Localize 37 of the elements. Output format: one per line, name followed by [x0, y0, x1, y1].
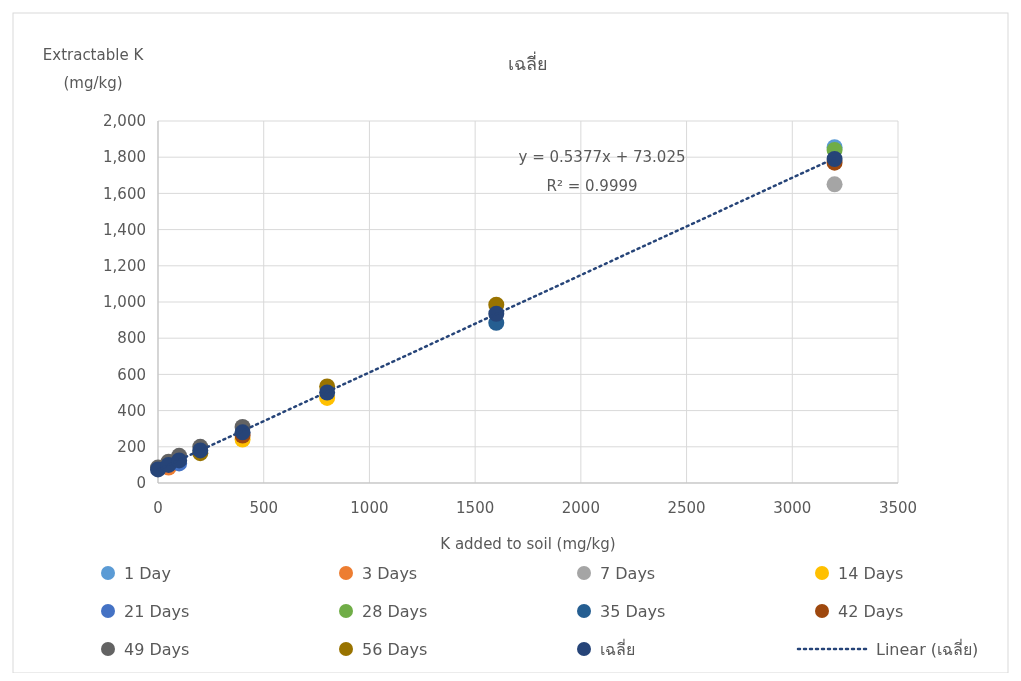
x-tick-label: 2000 [561, 499, 600, 517]
legend-label: เฉลี่ย [600, 637, 635, 659]
legend-label: 28 Days [362, 601, 428, 621]
y-tick-label: 1,200 [103, 257, 146, 276]
y-tick-label: 2,000 [103, 112, 146, 131]
x-axis-title: K added to soil (mg/kg) [440, 535, 616, 553]
legend-label: 7 Days [600, 563, 656, 583]
y-tick-label: 1,600 [103, 184, 146, 203]
legend-label: 14 Days [838, 563, 904, 583]
x-tick-label: 0 [153, 499, 163, 517]
legend-label: 42 Days [838, 601, 904, 621]
annotation: y = 0.5377x + 73.025 [518, 148, 686, 167]
y-tick-label: 800 [117, 329, 146, 348]
x-tick-label: 500 [249, 499, 279, 517]
y-tick-label: 200 [117, 438, 146, 457]
legend-label: 3 Days [362, 563, 418, 583]
legend-label: 49 Days [124, 639, 190, 659]
y-axis-title: Extractable K (mg/kg) [42, 46, 145, 92]
y-tick-label: 600 [117, 365, 146, 384]
y-tick-label: 0 [136, 474, 146, 493]
legend-label: Linear (เฉลี่ย) [876, 637, 979, 659]
legend-label: 1 Day [124, 563, 171, 583]
y-tick-label: 400 [117, 401, 146, 420]
y-tick-label: 1,800 [103, 148, 146, 167]
y-tick-label: 1,000 [103, 293, 146, 312]
legend-label: 35 Days [600, 601, 666, 621]
legend-label: 21 Days [124, 601, 190, 621]
annotation: R² = 0.9999 [546, 177, 638, 196]
legend-label: 56 Days [362, 639, 428, 659]
x-tick-label: 3000 [773, 499, 812, 517]
x-tick-label: 1500 [456, 499, 495, 517]
point [826, 176, 843, 193]
x-tick-label: 1000 [350, 499, 389, 517]
x-tick-label: 3500 [878, 499, 918, 517]
y-tick-label: 1,400 [103, 220, 146, 239]
x-tick-label: 2500 [667, 499, 706, 517]
chart-title: เฉลี่ย [508, 51, 548, 74]
